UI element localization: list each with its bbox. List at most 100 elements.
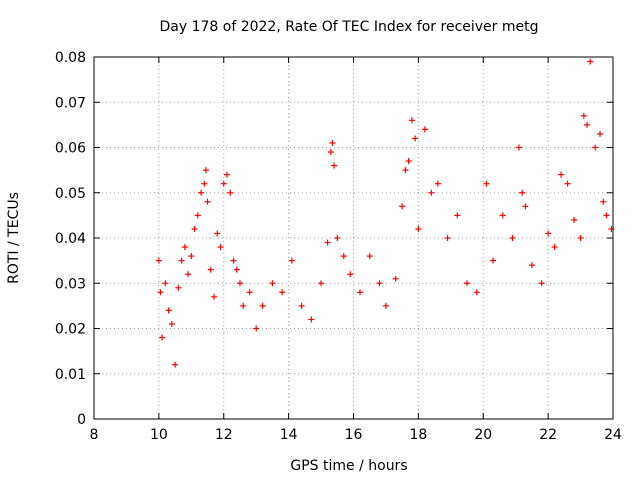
data-point — [545, 230, 552, 237]
data-point — [194, 212, 201, 219]
x-tick-label: 18 — [409, 427, 427, 443]
ticks-layer: 8 10 12 14 16 18 20 22 24 0 0.01 0.02 0.03 0.04 0.05 0.… — [55, 50, 622, 443]
data-point — [159, 334, 166, 341]
data-point — [577, 235, 584, 241]
x-tick-label: 16 — [345, 427, 363, 443]
data-point — [405, 158, 412, 165]
y-tick-label: 0.03 — [55, 276, 86, 292]
data-point — [538, 280, 545, 287]
data-point — [201, 180, 208, 187]
y-tick-label: 0.05 — [55, 186, 86, 202]
data-point — [515, 144, 522, 151]
data-point — [236, 280, 243, 287]
data-point — [366, 253, 373, 260]
x-tick-label: 24 — [604, 427, 622, 443]
data-point — [473, 289, 480, 296]
data-point — [202, 167, 209, 174]
x-axis-label: GPS time / hours — [290, 458, 407, 474]
data-point — [181, 244, 188, 251]
data-point — [444, 235, 451, 241]
data-point — [178, 257, 185, 264]
data-point — [603, 212, 610, 219]
data-point — [597, 130, 604, 137]
data-point — [522, 203, 529, 210]
data-point — [269, 280, 276, 287]
data-point — [584, 121, 591, 128]
y-tick-label: 0.06 — [55, 141, 86, 157]
data-point — [288, 257, 295, 264]
data-point — [551, 244, 558, 251]
data-point — [172, 361, 179, 368]
data-point — [175, 284, 182, 291]
data-point — [454, 212, 461, 219]
x-tick-label: 22 — [539, 427, 557, 443]
y-tick-label: 0.04 — [55, 231, 86, 247]
data-point — [347, 271, 354, 278]
x-tick-label: 12 — [215, 427, 233, 443]
data-point — [329, 139, 336, 146]
data-point — [233, 266, 240, 273]
data-point — [324, 239, 331, 246]
data-point — [421, 126, 428, 133]
data-point — [464, 280, 471, 287]
data-point — [340, 253, 347, 260]
chart-title: Day 178 of 2022, Rate Of TEC Index for r… — [160, 19, 539, 35]
data-point — [318, 280, 325, 287]
x-tick-label: 14 — [280, 427, 298, 443]
grid-layer — [94, 57, 613, 419]
data-point — [600, 198, 607, 205]
data-point — [188, 253, 195, 260]
data-point — [240, 302, 247, 309]
data-point — [217, 244, 224, 251]
y-tick-label: 0.08 — [55, 50, 86, 66]
data-point — [168, 320, 175, 327]
y-tick-label: 0 — [77, 412, 86, 428]
data-point — [185, 271, 192, 278]
y-axis-label: ROTI / TECUs — [6, 192, 22, 284]
data-point — [214, 230, 221, 237]
data-point — [412, 135, 419, 142]
points-layer — [155, 58, 615, 368]
data-point — [331, 162, 338, 169]
y-tick-label: 0.02 — [55, 322, 86, 338]
data-point — [392, 275, 399, 282]
data-point — [220, 180, 227, 187]
data-point — [528, 262, 535, 269]
data-point — [211, 293, 218, 300]
data-point — [162, 280, 169, 287]
y-tick-label: 0.01 — [55, 367, 86, 383]
data-point — [191, 225, 198, 232]
data-point — [223, 171, 230, 178]
y-tick-label: 0.07 — [55, 95, 86, 111]
data-point — [509, 235, 516, 241]
data-point — [483, 180, 490, 187]
data-point — [230, 257, 237, 264]
data-point — [434, 180, 441, 187]
data-point — [499, 212, 506, 219]
data-point — [246, 289, 253, 296]
data-point — [592, 144, 599, 151]
data-point — [402, 167, 409, 174]
data-point — [298, 302, 305, 309]
data-point — [198, 189, 205, 196]
data-point — [428, 189, 435, 196]
data-point — [204, 198, 211, 205]
data-point — [558, 171, 565, 178]
data-point — [399, 203, 406, 210]
x-tick-label: 10 — [150, 427, 168, 443]
data-point — [356, 289, 363, 296]
data-point — [564, 180, 571, 187]
data-point — [587, 58, 594, 65]
data-point — [571, 216, 578, 223]
data-point — [327, 149, 334, 156]
data-point — [489, 257, 496, 264]
x-tick-label: 20 — [474, 427, 492, 443]
data-point — [259, 302, 266, 309]
data-point — [165, 307, 172, 314]
data-point — [157, 289, 164, 296]
data-point — [382, 302, 389, 309]
data-point — [580, 112, 587, 119]
data-point — [334, 235, 341, 241]
data-point — [519, 189, 526, 196]
